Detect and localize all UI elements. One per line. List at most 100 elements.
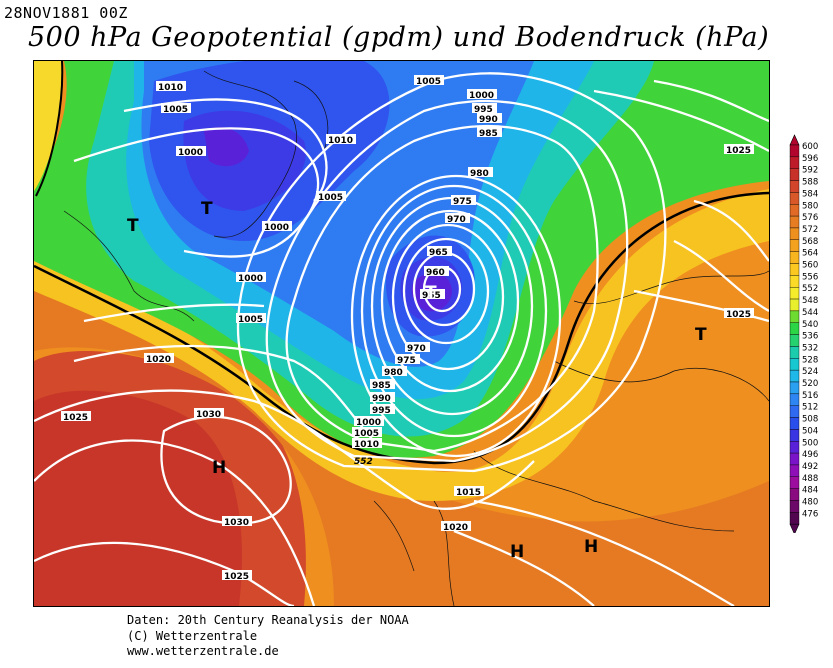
isobar-label: 1010 xyxy=(156,81,186,93)
legend-level-label: 500 xyxy=(802,438,818,448)
legend-swatch xyxy=(789,500,800,513)
isobar-label-text: 995 xyxy=(474,105,493,115)
legend-swatch xyxy=(789,144,800,158)
isobar-label: 1030 xyxy=(194,408,224,420)
legend-level-label: 560 xyxy=(802,261,818,271)
isobar-label-text: 1000 xyxy=(178,148,203,158)
legend-swatch xyxy=(789,476,800,489)
isobar-label-text: 1030 xyxy=(196,410,221,420)
isobar-label-text: 990 xyxy=(372,394,391,404)
geopotential-field-552-west xyxy=(34,61,63,191)
isobar-label: 970 xyxy=(445,213,470,225)
isobar-label: 1020 xyxy=(144,353,174,365)
isobar-label-text: 1020 xyxy=(443,523,468,533)
legend-swatch xyxy=(789,452,800,466)
isobar-label-text: 1005 xyxy=(318,193,343,203)
credits-website: www.wetterzentrale.de xyxy=(127,644,279,658)
legend-swatch xyxy=(789,263,800,276)
weather-map-canvas: 1010 1005 1000 1010 1005 1000 1005 1000 … xyxy=(34,61,769,606)
legend-level-label: 580 xyxy=(802,201,818,211)
isobar-label: 1025 xyxy=(724,308,754,320)
legend-swatch xyxy=(789,227,800,240)
legend-swatch xyxy=(789,168,800,181)
isobar-label-text: 965 xyxy=(429,248,448,258)
isobar-label: 990 xyxy=(370,392,395,404)
isobar-label-text: 1005 xyxy=(354,429,379,439)
isobar-label: 970 xyxy=(405,342,430,354)
legend-level-label: 508 xyxy=(802,415,818,425)
isobar-label: 1005 xyxy=(414,75,444,87)
legend-level-label: 572 xyxy=(802,225,818,235)
legend-swatch xyxy=(789,298,800,312)
isobar-label: 955 xyxy=(420,289,445,301)
legend-swatch xyxy=(789,215,800,229)
coastlines xyxy=(63,70,769,606)
isobar-label: 1000 xyxy=(467,89,497,101)
isobar-label: 1025 xyxy=(61,411,91,423)
legend-swatch xyxy=(789,512,800,525)
isobar-label: 1000 xyxy=(354,416,384,428)
legend-level-label: 548 xyxy=(802,296,818,306)
legend-swatch xyxy=(789,369,800,383)
isobar-label-text: 980 xyxy=(470,169,489,179)
legend-level-label: 568 xyxy=(802,237,818,247)
legend-swatch xyxy=(789,381,800,395)
contour-552-line xyxy=(34,191,769,465)
isobar-label-text: 985 xyxy=(479,129,498,139)
legend-level-label: 520 xyxy=(802,379,818,389)
low-pressure-symbol: T xyxy=(695,325,707,345)
legend-level-label: 592 xyxy=(802,166,818,176)
isobar-label-text: 1020 xyxy=(146,355,171,365)
isobar-label: 1005 xyxy=(236,313,266,325)
pressure-centers: T T T T H H H xyxy=(127,199,707,562)
isobar-label: 995 xyxy=(370,404,395,416)
geopotential-field-496 xyxy=(204,127,249,167)
isobar-label-text: 1010 xyxy=(328,136,353,146)
isobar-label: 1025 xyxy=(724,144,754,156)
legend-swatch xyxy=(789,429,800,442)
legend-swatch xyxy=(789,239,800,252)
high-pressure-symbol: H xyxy=(584,537,598,557)
isobar-label-text: 1015 xyxy=(456,488,481,498)
geopotential-field-592 xyxy=(34,390,242,606)
isobar-label-text: 975 xyxy=(397,356,416,366)
legend-level-label: 564 xyxy=(802,249,818,259)
isobar-label: 1015 xyxy=(454,486,484,498)
isobar-label: 1000 xyxy=(236,272,266,284)
isobar-label-text: 955 xyxy=(422,291,441,301)
isobar-label-text: 975 xyxy=(453,197,472,207)
isobar-label-text: 1005 xyxy=(163,105,188,115)
isobar-label: 995 xyxy=(472,103,497,115)
legend-swatch xyxy=(789,346,800,359)
legend-level-label: 556 xyxy=(802,272,818,282)
isobar-label: 1010 xyxy=(352,438,382,450)
isobar-label: 1010 xyxy=(326,134,356,146)
isobar-label-text: 1000 xyxy=(356,418,381,428)
legend-level-label: 524 xyxy=(802,367,818,377)
isobar-label: 980 xyxy=(468,167,493,179)
isobar-label: 980 xyxy=(382,366,407,378)
legend-swatch xyxy=(789,322,800,335)
legend-swatch xyxy=(789,156,800,169)
legend-swatch xyxy=(789,334,800,347)
legend-level-label: 588 xyxy=(802,178,818,188)
legend-swatch xyxy=(789,358,800,371)
high-pressure-symbol: H xyxy=(212,458,226,478)
legend-swatch xyxy=(789,275,800,288)
isobar-label-text: 1010 xyxy=(158,83,183,93)
isobar-label: 985 xyxy=(477,127,502,139)
legend-level-label: 576 xyxy=(802,213,818,223)
isobar-label: 965 xyxy=(427,246,452,258)
legend-level-label: 544 xyxy=(802,308,818,318)
isobar-label-text: 1000 xyxy=(238,274,263,284)
isobar-label: 1020 xyxy=(441,521,471,533)
legend-swatch xyxy=(789,417,800,430)
legend-level-label: 596 xyxy=(802,154,818,164)
legend-level-label: 484 xyxy=(802,486,818,496)
legend-swatch xyxy=(789,310,800,323)
legend-level-label: 504 xyxy=(802,426,818,436)
isobar-label-text: 1025 xyxy=(726,146,751,156)
isobar-label-text: 970 xyxy=(407,344,426,354)
isobar-label: 975 xyxy=(451,195,476,207)
